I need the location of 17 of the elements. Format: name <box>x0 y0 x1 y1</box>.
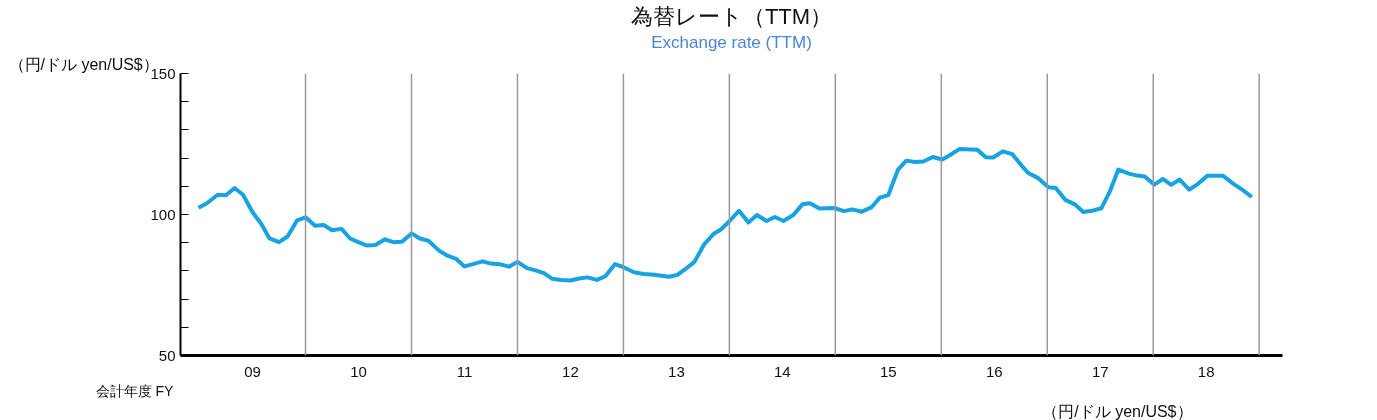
x-tick-label: 18 <box>1197 362 1215 380</box>
x-tick-label: 12 <box>562 362 579 380</box>
line-series <box>196 147 1254 283</box>
x-tick-label: 10 <box>350 362 367 380</box>
chart-subtitle: Exchange rate (TTM) <box>651 32 812 52</box>
x-tick-label: 13 <box>668 362 685 380</box>
y-tick-label: 100 <box>150 205 176 223</box>
x-tick-label: 15 <box>879 362 897 380</box>
x-tick-label: 16 <box>985 362 1003 380</box>
x-tick-label: 14 <box>774 362 791 380</box>
x-axis-title: 会計年度 FY <box>95 382 174 399</box>
text: （円/ドル yen/US$） <box>1042 402 1193 420</box>
y-tick-label: 50 <box>158 346 176 364</box>
x-tick-label: 09 <box>244 362 261 380</box>
chart-title: 為替レート（TTM） <box>630 3 833 29</box>
x-tick-label: 17 <box>1091 362 1109 380</box>
x-tick-label: 11 <box>456 362 473 380</box>
